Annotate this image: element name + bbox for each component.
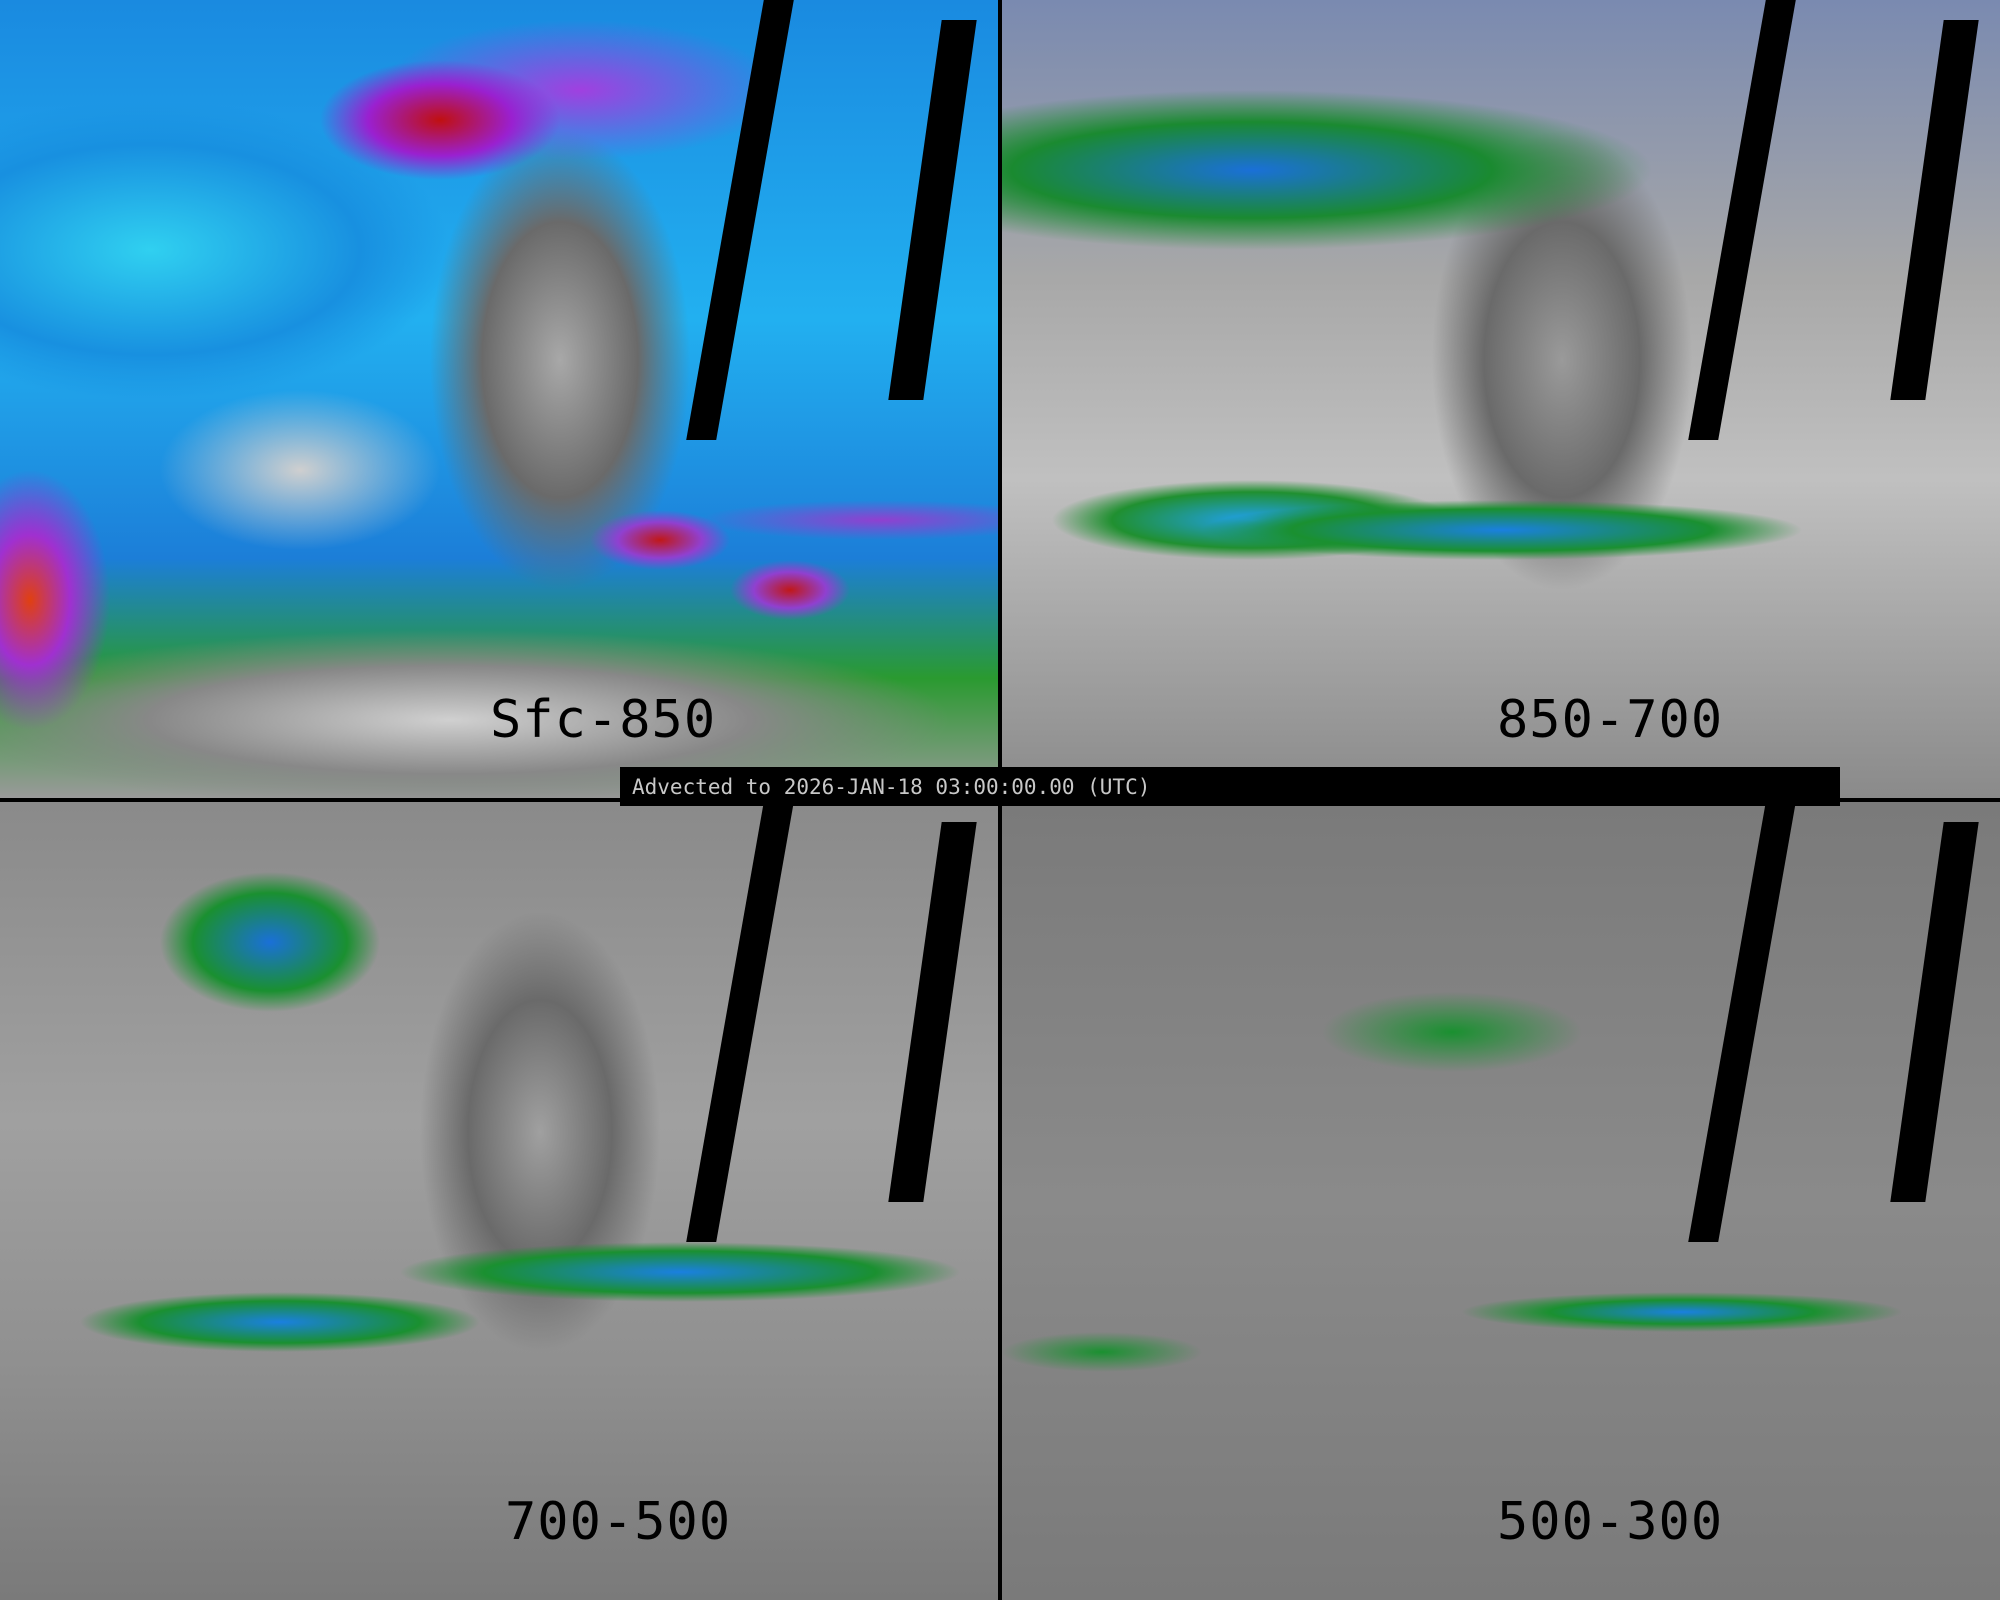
panel-sfc-850: Sfc-850 bbox=[0, 0, 998, 798]
panel-label: 500-300 bbox=[1497, 1492, 1724, 1552]
satellite-gap bbox=[1688, 0, 1796, 440]
satellite-gap bbox=[1890, 20, 1979, 400]
panel-500-300: 500-300 bbox=[1002, 802, 2000, 1600]
panel-label: 850-700 bbox=[1497, 690, 1724, 750]
timestamp-banner: Advected to 2026-JAN-18 03:00:00.00 (UTC… bbox=[620, 767, 1840, 806]
satellite-gap bbox=[888, 20, 977, 400]
satellite-gap bbox=[1688, 802, 1796, 1242]
satellite-gap bbox=[1890, 822, 1979, 1202]
satellite-gap bbox=[686, 802, 794, 1242]
panel-label: Sfc-850 bbox=[490, 690, 717, 750]
panel-850-700: 850-700 bbox=[1002, 0, 2000, 798]
panel-700-500: 700-500 bbox=[0, 802, 998, 1600]
timestamp-text: Advected to 2026-JAN-18 03:00:00.00 (UTC… bbox=[632, 775, 1151, 799]
panel-label: 700-500 bbox=[505, 1492, 732, 1552]
satellite-gap bbox=[888, 822, 977, 1202]
satellite-gap bbox=[686, 0, 794, 440]
